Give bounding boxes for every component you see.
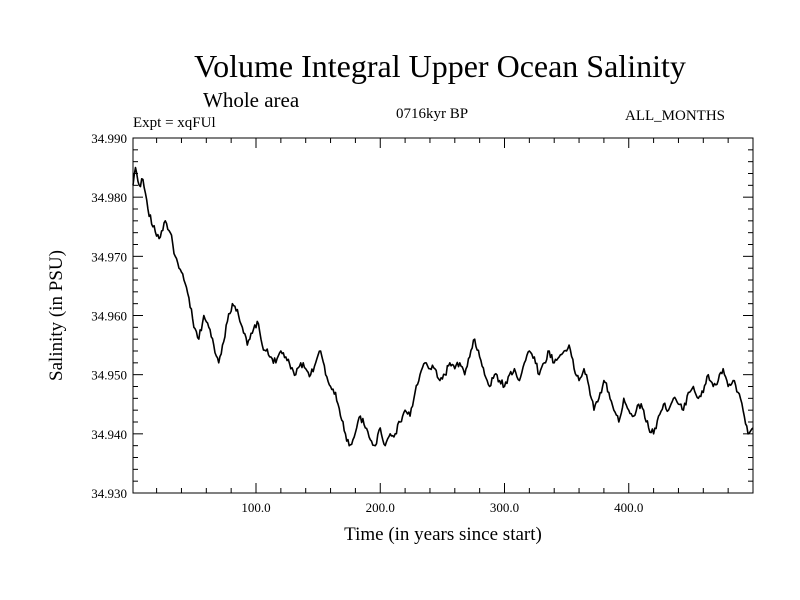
y-tick-label: 34.940 — [91, 427, 127, 442]
experiment-label: Expt = xqFUl — [133, 115, 216, 131]
salinity-series-line — [132, 166, 754, 447]
months-label: ALL_MONTHS — [625, 108, 725, 124]
y-tick-label: 34.930 — [91, 486, 127, 501]
y-axis-title: Salinity (in PSU) — [46, 250, 67, 381]
chart-subtitle: Whole area — [203, 88, 300, 112]
period-label: 0716kyr BP — [396, 106, 469, 122]
y-tick-label: 34.960 — [91, 309, 127, 324]
x-axis-title: Time (in years since start) — [344, 524, 542, 545]
x-tick-label: 200.0 — [366, 500, 395, 515]
y-tick-label: 34.980 — [91, 190, 127, 205]
plot-frame — [132, 137, 754, 494]
y-tick-label: 34.950 — [91, 368, 127, 383]
y-tick-label: 34.990 — [91, 131, 127, 146]
x-tick-label: 300.0 — [490, 500, 519, 515]
y-tick-label: 34.970 — [91, 249, 127, 264]
x-tick-label: 400.0 — [614, 500, 643, 515]
x-tick-label: 100.0 — [241, 500, 270, 515]
chart-title: Volume Integral Upper Ocean Salinity — [194, 48, 686, 84]
